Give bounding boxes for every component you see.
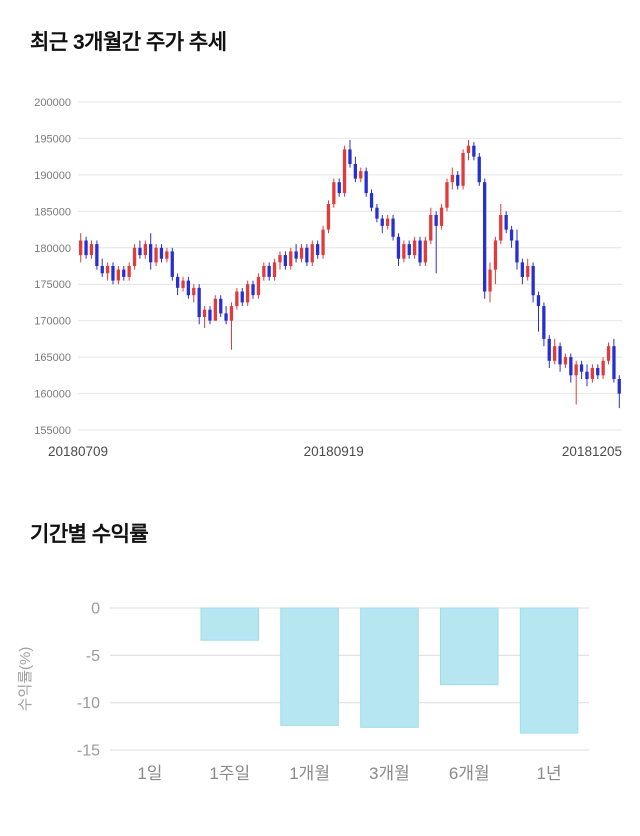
returns-ylabel: 수익률(%): [17, 647, 34, 712]
svg-text:165000: 165000: [34, 352, 71, 364]
svg-text:195000: 195000: [34, 133, 71, 145]
svg-text:190000: 190000: [34, 170, 71, 182]
svg-text:0: 0: [91, 601, 100, 618]
svg-text:20180919: 20180919: [304, 444, 364, 459]
price-xtick-labels: 20180709 20180919 20181205: [48, 444, 622, 459]
svg-text:170000: 170000: [34, 316, 71, 328]
svg-text:200000: 200000: [34, 97, 71, 109]
svg-text:6개월: 6개월: [449, 764, 490, 783]
page: 최근 3개월간 주가 추세 155000 160000 165000 170000 17…: [0, 26, 640, 836]
svg-text:3개월: 3개월: [369, 764, 410, 783]
svg-text:-15: -15: [77, 743, 100, 760]
price-chart-title: 최근 3개월간 주가 추세: [30, 31, 227, 54]
svg-text:20181205: 20181205: [562, 444, 622, 459]
returns-bar-chart-svg: 0 -5 -10 -15 1일 1주일 1개월 3개월 6개월 1년 수익률(%): [17, 601, 589, 783]
returns-gridlines: 0 -5 -10 -15: [77, 601, 589, 760]
svg-text:155000: 155000: [34, 425, 71, 437]
svg-text:1주일: 1주일: [209, 764, 250, 783]
price-gridlines: [78, 101, 622, 431]
returns-bars: [200, 607, 579, 734]
svg-text:185000: 185000: [34, 206, 71, 218]
svg-text:180000: 180000: [34, 243, 71, 255]
svg-text:175000: 175000: [34, 279, 71, 291]
svg-text:1개월: 1개월: [289, 764, 330, 783]
candlestick-chart-svg: 155000 160000 165000 170000 175000 180000 1850…: [34, 97, 622, 459]
svg-text:160000: 160000: [34, 389, 71, 401]
price-ytick-labels: 155000 160000 165000 170000 175000 180000 1850…: [34, 97, 71, 437]
candles: [79, 139, 621, 409]
svg-text:1년: 1년: [537, 764, 562, 783]
svg-text:1일: 1일: [137, 764, 162, 783]
returns-title: 기간별 수익률: [30, 523, 149, 546]
returns-category-labels: 1일 1주일 1개월 3개월 6개월 1년: [137, 764, 561, 783]
svg-text:20180709: 20180709: [48, 444, 108, 459]
returns-chart: 0 -5 -10 -15 1일 1주일 1개월 3개월 6개월 1년 수익률(%): [14, 578, 640, 790]
svg-text:-5: -5: [86, 648, 100, 665]
svg-text:-10: -10: [77, 695, 100, 712]
price-chart: 155000 160000 165000 170000 175000 180000 1850…: [14, 90, 640, 464]
